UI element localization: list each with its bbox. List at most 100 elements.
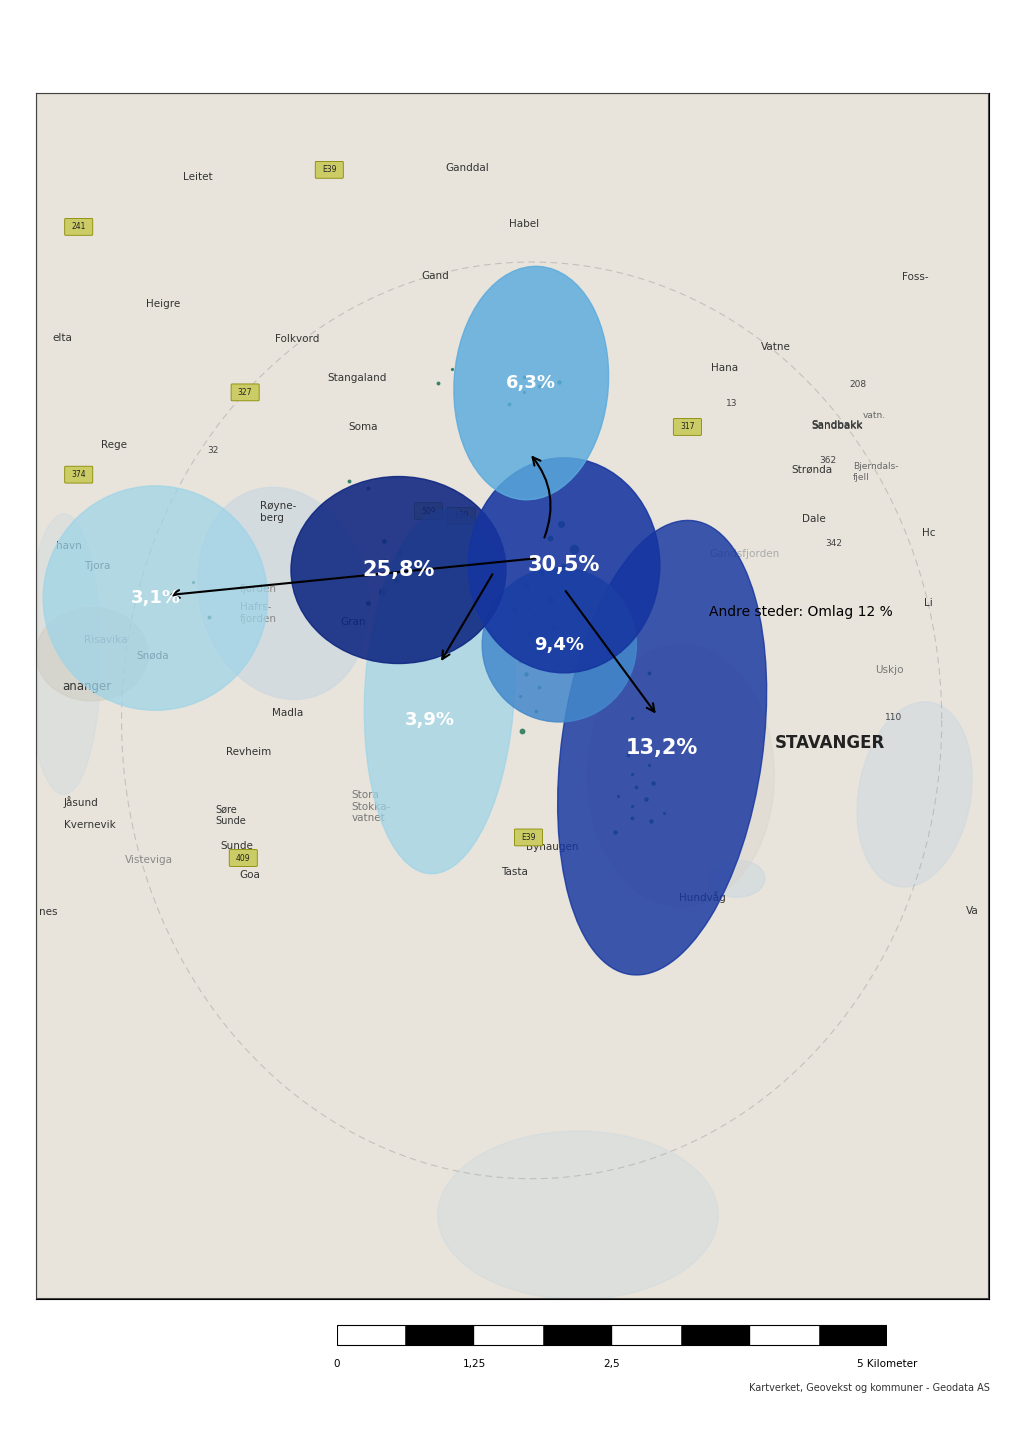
- Text: 342: 342: [825, 540, 842, 548]
- Text: 362: 362: [818, 456, 836, 465]
- Ellipse shape: [198, 488, 369, 700]
- Text: Sunde: Sunde: [221, 841, 254, 851]
- Text: ananger: ananger: [62, 681, 111, 694]
- Ellipse shape: [43, 486, 267, 710]
- Text: Folkvord: Folkvord: [275, 335, 319, 343]
- Text: Gandsfjorden: Gandsfjorden: [708, 550, 779, 558]
- Text: 9,4%: 9,4%: [534, 636, 584, 654]
- Text: STAVANGER: STAVANGER: [773, 734, 883, 752]
- Text: 13: 13: [726, 400, 737, 408]
- Ellipse shape: [26, 514, 101, 795]
- Text: 509: 509: [421, 506, 435, 515]
- Text: Madla: Madla: [272, 709, 304, 719]
- Text: Snøda: Snøda: [137, 651, 169, 661]
- Text: Ganddal: Ganddal: [445, 163, 488, 173]
- Text: Rege: Rege: [101, 440, 127, 450]
- Text: fjorden: fjorden: [239, 584, 276, 593]
- Bar: [611, 1325, 681, 1345]
- Text: vatn.: vatn.: [862, 411, 886, 420]
- FancyBboxPatch shape: [414, 502, 442, 519]
- Text: Byhaugen: Byhaugen: [525, 841, 578, 851]
- Text: 32: 32: [207, 446, 218, 455]
- Ellipse shape: [437, 1131, 717, 1299]
- Text: Risavika: Risavika: [85, 635, 127, 645]
- FancyBboxPatch shape: [446, 508, 475, 524]
- Ellipse shape: [587, 645, 773, 906]
- Text: elta: elta: [53, 333, 72, 343]
- Text: 13,2%: 13,2%: [626, 737, 698, 758]
- Text: Strønda: Strønda: [791, 465, 832, 475]
- Ellipse shape: [36, 608, 148, 701]
- Ellipse shape: [708, 860, 764, 898]
- Text: 6,3%: 6,3%: [505, 374, 555, 392]
- Text: Vatne: Vatne: [760, 342, 791, 352]
- Text: Tasta: Tasta: [501, 867, 528, 877]
- Text: E39: E39: [521, 833, 535, 841]
- Text: Gand: Gand: [421, 271, 448, 281]
- Text: Sandbakk: Sandbakk: [811, 421, 862, 431]
- Text: Tjora: Tjora: [85, 561, 111, 571]
- Ellipse shape: [468, 457, 659, 672]
- Text: 1,25: 1,25: [463, 1359, 485, 1369]
- Ellipse shape: [364, 509, 515, 873]
- Text: 5 Kilometer: 5 Kilometer: [856, 1359, 917, 1369]
- Text: Revheim: Revheim: [226, 747, 271, 758]
- Text: Kartverket, Geovekst og kommuner - Geodata AS: Kartverket, Geovekst og kommuner - Geoda…: [748, 1384, 988, 1392]
- Text: Jåsund: Jåsund: [64, 797, 99, 808]
- Ellipse shape: [856, 701, 971, 887]
- Text: Hafrs-
fjorden: Hafrs- fjorden: [239, 602, 276, 623]
- Text: Andre steder: Omlag 12 %: Andre steder: Omlag 12 %: [708, 605, 892, 619]
- Text: Li: Li: [923, 597, 931, 608]
- FancyBboxPatch shape: [673, 418, 701, 436]
- Text: Stangaland: Stangaland: [327, 374, 386, 384]
- FancyBboxPatch shape: [315, 162, 343, 179]
- Text: Heigre: Heigre: [146, 300, 180, 309]
- Ellipse shape: [290, 476, 505, 664]
- Text: Hundvåg: Hundvåg: [679, 892, 726, 903]
- Bar: [406, 1325, 474, 1345]
- Text: 2,5: 2,5: [603, 1359, 620, 1369]
- Text: 317: 317: [680, 423, 694, 431]
- Bar: [681, 1325, 749, 1345]
- Text: Soma: Soma: [347, 421, 377, 431]
- Bar: [818, 1325, 887, 1345]
- Text: Røyne-
berg: Røyne- berg: [260, 501, 297, 522]
- Bar: [336, 1325, 406, 1345]
- FancyBboxPatch shape: [64, 466, 93, 483]
- Text: Uskjo: Uskjo: [874, 665, 903, 675]
- Ellipse shape: [557, 521, 766, 975]
- Text: nes: nes: [39, 908, 57, 918]
- Text: Sandbakk: Sandbakk: [811, 420, 862, 430]
- Text: 374: 374: [71, 470, 86, 479]
- Text: Gran: Gran: [340, 618, 366, 628]
- Text: 241: 241: [71, 222, 86, 231]
- Text: 110: 110: [883, 713, 901, 723]
- Text: havn: havn: [56, 541, 82, 551]
- Bar: [474, 1325, 543, 1345]
- Text: 3,1%: 3,1%: [130, 589, 180, 608]
- Text: Foss-: Foss-: [901, 273, 927, 283]
- Bar: [336, 1325, 887, 1345]
- Bar: [749, 1325, 818, 1345]
- Text: Stora
Stokka-
vatnet: Stora Stokka- vatnet: [352, 789, 390, 823]
- Ellipse shape: [453, 267, 608, 499]
- Text: Kvernevik: Kvernevik: [64, 820, 115, 830]
- Text: 3,9%: 3,9%: [405, 710, 454, 729]
- Ellipse shape: [482, 567, 636, 722]
- Bar: [543, 1325, 611, 1345]
- Text: Leitet: Leitet: [183, 172, 213, 182]
- FancyBboxPatch shape: [514, 830, 542, 846]
- FancyBboxPatch shape: [231, 384, 259, 401]
- Text: E39: E39: [453, 511, 468, 521]
- Text: Bjerndals-
fjell: Bjerndals- fjell: [852, 462, 898, 482]
- Text: 327: 327: [237, 388, 252, 397]
- Text: Søre
Sunde: Søre Sunde: [215, 804, 246, 825]
- Text: Habel: Habel: [508, 219, 538, 229]
- Text: 0: 0: [333, 1359, 339, 1369]
- Text: 208: 208: [849, 381, 865, 390]
- Text: Dale: Dale: [802, 514, 825, 524]
- Text: Visteviga: Visteviga: [124, 854, 172, 864]
- FancyBboxPatch shape: [64, 218, 93, 235]
- Text: 409: 409: [235, 853, 251, 863]
- Text: Goa: Goa: [239, 870, 260, 880]
